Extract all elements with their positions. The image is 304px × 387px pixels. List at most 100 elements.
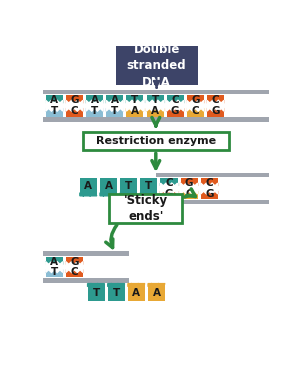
Bar xyxy=(100,178,117,196)
Text: C: C xyxy=(171,95,179,105)
Text: T: T xyxy=(91,106,98,116)
Bar xyxy=(207,95,224,103)
Polygon shape xyxy=(181,183,198,186)
Bar xyxy=(66,95,83,103)
Polygon shape xyxy=(66,108,83,111)
Polygon shape xyxy=(86,108,103,111)
Polygon shape xyxy=(106,100,123,111)
Polygon shape xyxy=(46,100,63,103)
Text: T: T xyxy=(51,267,58,277)
Bar xyxy=(43,89,269,94)
Polygon shape xyxy=(187,100,204,103)
Bar xyxy=(126,95,143,103)
Polygon shape xyxy=(108,284,125,287)
Text: Restriction enzyme: Restriction enzyme xyxy=(96,136,216,146)
Bar xyxy=(161,191,178,199)
Text: T: T xyxy=(111,106,118,116)
Polygon shape xyxy=(147,100,164,111)
Text: G: G xyxy=(185,178,193,188)
Polygon shape xyxy=(106,108,123,111)
Bar xyxy=(126,108,143,116)
Polygon shape xyxy=(66,262,83,264)
Bar xyxy=(181,191,198,199)
Polygon shape xyxy=(66,100,83,103)
Polygon shape xyxy=(126,100,143,111)
Polygon shape xyxy=(147,108,164,111)
Bar xyxy=(161,178,178,186)
Polygon shape xyxy=(147,100,164,103)
Text: A: A xyxy=(91,95,98,105)
Bar xyxy=(43,117,269,122)
Polygon shape xyxy=(207,100,224,111)
Text: T: T xyxy=(125,181,132,191)
Text: C: C xyxy=(212,95,219,105)
Text: A: A xyxy=(111,95,119,105)
Bar xyxy=(201,178,218,186)
Bar xyxy=(147,95,164,103)
Polygon shape xyxy=(148,284,165,287)
Bar xyxy=(66,270,83,277)
Polygon shape xyxy=(128,284,145,287)
Bar xyxy=(187,95,204,103)
FancyBboxPatch shape xyxy=(83,132,229,151)
Text: A: A xyxy=(50,257,58,267)
Bar xyxy=(86,108,103,116)
Bar xyxy=(46,257,63,264)
Polygon shape xyxy=(88,284,105,287)
Text: T: T xyxy=(92,288,100,298)
Text: T: T xyxy=(145,181,152,191)
Bar xyxy=(80,178,97,196)
Text: A: A xyxy=(131,106,139,116)
Polygon shape xyxy=(161,191,178,194)
Bar xyxy=(43,278,130,283)
Bar xyxy=(66,108,83,116)
Polygon shape xyxy=(86,100,103,111)
Polygon shape xyxy=(201,191,218,194)
Bar xyxy=(46,270,63,277)
Polygon shape xyxy=(167,108,184,111)
Polygon shape xyxy=(66,262,83,272)
Polygon shape xyxy=(181,183,198,194)
Bar xyxy=(148,284,165,301)
Text: G: G xyxy=(205,189,213,199)
Text: G: G xyxy=(165,189,173,199)
Bar xyxy=(66,257,83,264)
Text: A: A xyxy=(85,181,92,191)
Bar xyxy=(147,108,164,116)
Text: C: C xyxy=(192,106,199,116)
Text: 'Sticky
ends': 'Sticky ends' xyxy=(124,194,168,223)
Polygon shape xyxy=(46,108,63,111)
Polygon shape xyxy=(181,191,198,194)
Polygon shape xyxy=(201,183,218,186)
Text: A: A xyxy=(50,95,58,105)
Text: A: A xyxy=(153,288,161,298)
Text: T: T xyxy=(113,288,120,298)
Polygon shape xyxy=(106,100,123,103)
Bar xyxy=(167,108,184,116)
Text: T: T xyxy=(131,95,139,105)
Polygon shape xyxy=(46,270,63,272)
Text: G: G xyxy=(70,257,79,267)
Polygon shape xyxy=(140,193,157,196)
Bar xyxy=(46,95,63,103)
Polygon shape xyxy=(126,100,143,103)
Polygon shape xyxy=(207,108,224,111)
Polygon shape xyxy=(46,100,63,111)
Polygon shape xyxy=(46,262,63,264)
Text: G: G xyxy=(171,106,179,116)
Text: C: C xyxy=(71,106,78,116)
Polygon shape xyxy=(46,262,63,272)
Bar xyxy=(106,108,123,116)
Text: C: C xyxy=(71,267,78,277)
Text: C: C xyxy=(206,178,213,188)
Polygon shape xyxy=(126,108,143,111)
Text: G: G xyxy=(70,95,79,105)
Polygon shape xyxy=(201,183,218,194)
Polygon shape xyxy=(80,193,97,196)
Text: G: G xyxy=(191,95,199,105)
Bar xyxy=(181,178,198,186)
Text: A: A xyxy=(151,106,159,116)
Polygon shape xyxy=(187,108,204,111)
Polygon shape xyxy=(66,100,83,111)
Polygon shape xyxy=(86,100,103,103)
